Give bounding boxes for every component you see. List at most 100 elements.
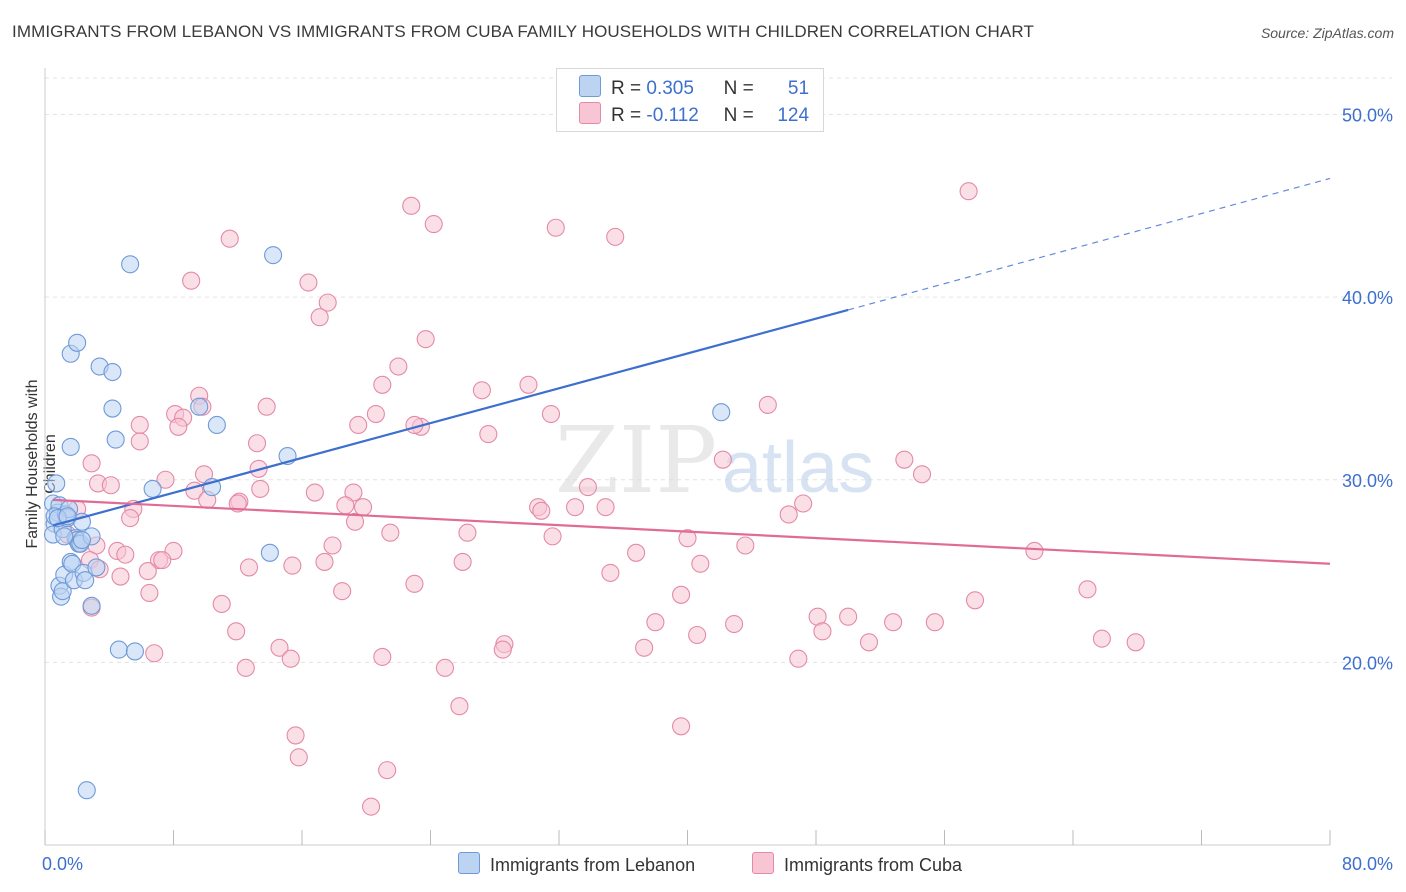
lebanon-point [87, 558, 106, 577]
cuba-point [789, 649, 808, 668]
cuba-point [1092, 629, 1111, 648]
cuba-point [578, 478, 597, 497]
cuba-point [794, 494, 813, 513]
cuba-point [416, 330, 435, 349]
cuba-point [736, 536, 755, 555]
cuba-point [270, 638, 289, 657]
y-tick-label: 50.0% [1342, 106, 1393, 126]
lebanon-point [55, 527, 74, 546]
watermark-atlas: atlas [722, 428, 874, 508]
cuba-point [435, 658, 455, 677]
lebanon-point [68, 333, 87, 352]
cuba-point [402, 196, 421, 215]
source-label: Source: ZipAtlas.com [1260, 25, 1394, 41]
cuba-point [691, 554, 710, 573]
cuba-swatch [579, 102, 601, 124]
cuba-point [366, 404, 385, 424]
y-tick-label: 40.0% [1342, 288, 1393, 308]
lebanon-point [61, 437, 80, 456]
legend-r-label: R = [611, 105, 642, 126]
lebanon-point [125, 642, 144, 661]
cuba-point [725, 614, 744, 634]
cuba-points [58, 182, 1145, 816]
cuba-point [336, 496, 355, 515]
cuba-point [646, 613, 665, 632]
cuba-point [121, 509, 140, 528]
lebanon-point [76, 571, 95, 590]
cuba-point [405, 574, 424, 593]
legend-r-value-lebanon: 0.305 [646, 78, 694, 99]
cuba-point [959, 182, 978, 201]
lebanon-point [121, 255, 140, 274]
axes [44, 68, 1331, 846]
cuba-point [859, 633, 879, 652]
cuba-point [349, 415, 368, 435]
cuba-point [82, 454, 101, 473]
cuba-point [236, 658, 255, 677]
cuba-point [541, 404, 561, 424]
lebanon-point [106, 430, 125, 449]
cuba-point [212, 594, 231, 613]
cuba-point [182, 271, 201, 290]
cuba-point [688, 625, 707, 645]
cuba-point [1025, 541, 1044, 561]
lebanon-point [207, 415, 226, 435]
cuba-point [315, 552, 334, 571]
cuba-point [156, 470, 175, 489]
x-tick-label-min: 0.0% [42, 854, 83, 874]
cuba-point [758, 395, 777, 414]
cuba-point [546, 218, 565, 237]
cuba-point [247, 434, 267, 453]
cuba-point [965, 591, 985, 610]
cuba-point [779, 505, 798, 524]
cuba-point [596, 498, 615, 517]
lebanon-point [53, 582, 72, 601]
lebanon-trend-extension [847, 177, 1331, 311]
cuba-legend-swatch [752, 852, 774, 874]
cuba-point [101, 476, 120, 495]
cuba-point [381, 523, 400, 542]
cuba-point [912, 465, 932, 484]
cuba-point [532, 501, 551, 520]
lebanon-point [72, 530, 91, 550]
lebanon-point [264, 246, 283, 265]
cuba-point [813, 622, 832, 641]
lebanon-legend-label: Immigrants from Lebanon [490, 855, 696, 875]
chart-title: IMMIGRANTS FROM LEBANON VS IMMIGRANTS FR… [12, 22, 1034, 41]
bottom-legend-cuba[interactable]: Immigrants from Cuba [752, 852, 962, 876]
lebanon-trend-line [52, 308, 849, 527]
legend-n-label: N = [723, 105, 754, 126]
cuba-point [138, 562, 157, 581]
cuba-point [678, 529, 697, 548]
cuba-point [283, 556, 302, 575]
stats-legend: R = 0.305 N = 51 R = -0.112 N = 124 [556, 68, 824, 132]
cuba-point [672, 717, 691, 736]
bottom-legend-lebanon[interactable]: Immigrants from Lebanon [458, 852, 695, 876]
lebanon-point [260, 543, 279, 562]
cuba-point [239, 558, 259, 577]
cuba-point [672, 585, 691, 604]
watermark-zip: ZIP [555, 407, 717, 514]
cuba-point [289, 748, 308, 767]
cuba-point [601, 563, 620, 582]
cuba-point [310, 308, 329, 327]
y-tick-label: 20.0% [1342, 653, 1393, 673]
cuba-point [450, 697, 469, 716]
cuba-point [227, 622, 246, 641]
cuba-point [519, 375, 538, 394]
cuba-point [378, 761, 397, 780]
cuba-point [323, 536, 342, 555]
cuba-point [286, 726, 305, 745]
cuba-point [895, 450, 914, 469]
cuba-point [130, 415, 149, 435]
cuba-point [299, 273, 318, 292]
cuba-point [344, 483, 363, 502]
cuba-point [333, 582, 352, 601]
lebanon-legend-swatch [458, 852, 480, 874]
legend-n-label: N = [723, 78, 754, 99]
cuba-point [169, 417, 188, 436]
lebanon-point [47, 474, 66, 493]
cuba-point [493, 640, 512, 659]
lebanon-swatch [579, 75, 601, 97]
lebanon-point [77, 781, 96, 800]
